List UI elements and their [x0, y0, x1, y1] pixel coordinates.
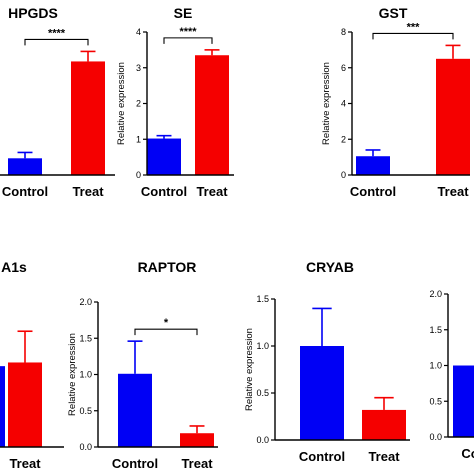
panel-title: CRYAB: [306, 259, 354, 275]
y-tick-label: 0.5: [256, 388, 269, 398]
panel-cryab: CRYAB 0.0 0.5 1.0 1.5 Relative expression Cont…: [244, 259, 410, 464]
x-category-label: Treat: [368, 449, 400, 464]
bar-treat: [180, 433, 214, 447]
x-category-label: Treat: [72, 184, 104, 199]
y-axis-label: Relative expression: [116, 62, 127, 145]
y-axis-label: Relative expression: [67, 333, 78, 416]
y-tick-label: 1: [136, 134, 141, 144]
significance-label: *: [164, 317, 169, 329]
bar-treat: [8, 362, 42, 447]
y-tick-label: 0.0: [79, 442, 92, 452]
y-tick-label: 4: [341, 99, 346, 109]
y-tick-label: 6: [341, 63, 346, 73]
x-category-label: Control: [2, 184, 48, 199]
bar-control: [8, 158, 42, 175]
panel-title: HPGDS: [8, 5, 58, 21]
significance-label: ***: [407, 21, 421, 33]
y-tick-label: 2: [136, 99, 141, 109]
bar-control: [147, 138, 181, 175]
panel-a1s: A1s Treat: [0, 259, 64, 471]
bar-control: [118, 373, 152, 447]
y-tick-label: 1.5: [256, 294, 269, 304]
x-category-label: Treat: [196, 184, 228, 199]
y-tick-label: 0: [341, 170, 346, 180]
y-tick-label: 4: [136, 27, 141, 37]
bar-treat: [362, 409, 406, 440]
x-category-label: Control: [350, 184, 396, 199]
panel-title: RAPTOR: [138, 259, 197, 275]
bar-co: [453, 365, 474, 437]
y-axis-label: Relative expression: [321, 62, 332, 145]
panel-title: SE: [174, 5, 193, 21]
bar-treat: [436, 58, 470, 175]
y-tick-label: 8: [341, 27, 346, 37]
y-tick-label: 1.0: [79, 370, 92, 380]
bar-treat: [195, 55, 229, 175]
y-tick-label: 2.0: [79, 297, 92, 307]
y-tick-label: 2: [341, 134, 346, 144]
panel-hpgds: HPGDS Control Treat ****: [0, 5, 115, 199]
y-tick-label: 1.0: [256, 341, 269, 351]
x-category-label: Treat: [9, 456, 41, 471]
x-category-label: Co: [461, 446, 474, 461]
y-tick-label: 0.0: [256, 435, 269, 445]
y-tick-label: 0.5: [429, 396, 442, 406]
bar-control: [356, 156, 390, 175]
significance-bracket: [134, 328, 198, 336]
bar-control: [300, 346, 344, 440]
y-axis-label: Relative expression: [244, 328, 255, 411]
panel-se: SE 0 1 2 3 4 Relative expression Control Treat **…: [116, 5, 234, 199]
significance-bracket: [372, 32, 454, 40]
y-tick-label: 0: [136, 170, 141, 180]
x-category-label: Control: [112, 456, 158, 471]
y-tick-label: 1.0: [429, 361, 442, 371]
y-tick-label: 0.0: [429, 432, 442, 442]
bar-series: [0, 366, 5, 447]
y-tick-label: 1.5: [429, 325, 442, 335]
panel-raptor: RAPTOR 0.0 0.5 1.0 1.5 2.0 Relative expression…: [67, 259, 218, 471]
x-category-label: Treat: [437, 184, 469, 199]
significance-label: ****: [48, 27, 66, 39]
y-tick-label: 2.0: [429, 289, 442, 299]
y-tick-label: 0.5: [79, 406, 92, 416]
significance-bracket: [163, 37, 213, 44]
bar-treat: [71, 61, 105, 175]
panel-gst: GST 0 2 4 6 8 Relative expression Control Treat *…: [321, 5, 470, 199]
panel-title: A1s: [1, 259, 27, 275]
y-tick-label: 1.5: [79, 333, 92, 343]
significance-bracket: [24, 38, 89, 46]
y-tick-label: 3: [136, 63, 141, 73]
panel-partial-6: 0.0 0.5 1.0 1.5 2.0 Co: [429, 289, 474, 461]
panel-title: GST: [379, 5, 408, 21]
x-category-label: Control: [141, 184, 187, 199]
x-category-label: Control: [299, 449, 345, 464]
significance-label: ****: [179, 26, 197, 38]
x-category-label: Treat: [181, 456, 213, 471]
